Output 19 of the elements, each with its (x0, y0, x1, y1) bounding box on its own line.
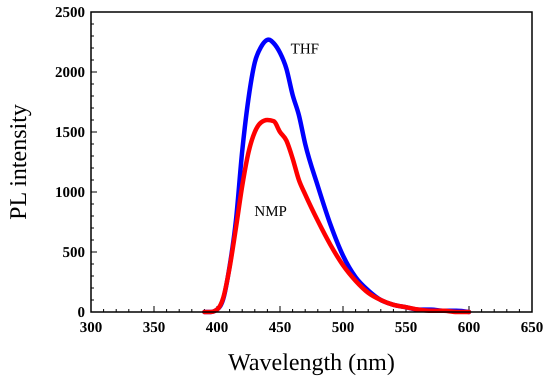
x-tick-label: 500 (332, 320, 354, 336)
x-tick-label: 450 (268, 320, 292, 336)
y-tick-label: 500 (62, 245, 85, 261)
x-tick-label: 600 (458, 320, 480, 336)
y-tick-label: 1000 (55, 185, 85, 201)
line-series (202, 118, 472, 314)
y-tick-label: 1500 (55, 125, 85, 141)
y-axis-title: PL intensity (6, 104, 32, 220)
y-tick-label: 2500 (55, 5, 85, 21)
x-axis-title: Wavelength (nm) (228, 350, 395, 376)
x-tick-label: 550 (394, 320, 418, 336)
series-label: THF (290, 42, 320, 58)
series-label: NMP (254, 204, 287, 220)
y-tick-label: 0 (78, 305, 85, 321)
x-tick-label: 350 (142, 320, 166, 336)
y-tick-label: 2000 (55, 65, 85, 81)
x-tick-label: 400 (206, 320, 228, 336)
x-tick-label: 300 (80, 320, 102, 336)
x-tick-label: 650 (520, 320, 544, 336)
